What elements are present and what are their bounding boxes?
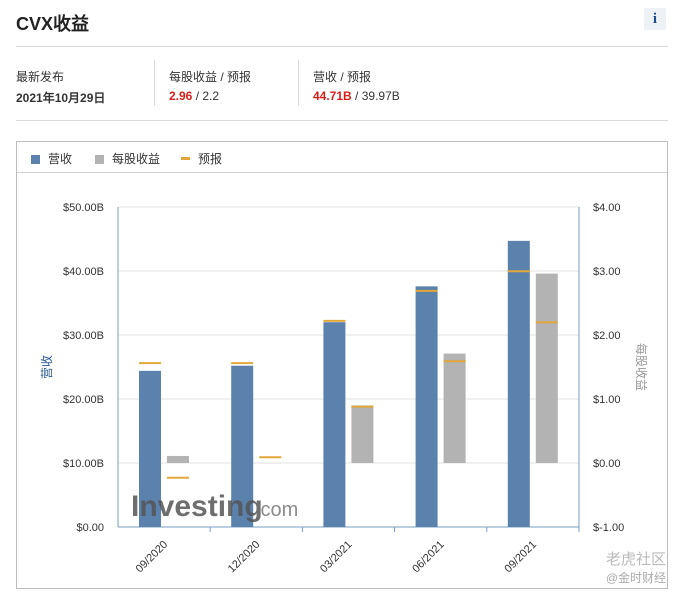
legend-label-forecast: 预报: [198, 152, 223, 166]
y-left-tick-label: $0.00: [76, 522, 104, 534]
latest-release-date: 2021年10月29日: [16, 91, 106, 105]
chart-container: 营收 每股收益 预报 $0.00 $-1.00 $10.00B $0.00 $20.00…: [16, 141, 668, 589]
revenue-label: 营收 / 预报: [313, 70, 372, 84]
y-right-tick-label: $2.00: [593, 330, 621, 342]
eps-label: 每股收益 / 预报: [169, 70, 252, 84]
legend-label-revenue: 营收: [48, 152, 73, 166]
y-left-tick-label: $30.00B: [63, 330, 104, 342]
y-right-tick-label: $0.00: [593, 458, 621, 470]
page-title: CVX收益: [16, 14, 90, 34]
latest-release-stat: 最新发布 2021年10月29日: [16, 60, 156, 106]
legend-swatch-revenue: [31, 155, 40, 164]
eps-actual: 2.96: [169, 89, 193, 103]
watermark: 老虎社区 @金时财经: [606, 548, 666, 586]
stats-bar: 最新发布 2021年10月29日 每股收益 / 预报 2.96 / 2.2 营收…: [16, 60, 668, 121]
revenue-bar: [323, 322, 346, 527]
x-tick-label: 03/2021: [318, 539, 355, 576]
revenue-bar: [507, 240, 530, 527]
revenue-actual: 44.71B: [313, 89, 352, 103]
revenue-separator: /: [351, 89, 362, 103]
x-tick-label: 06/2021: [410, 539, 447, 576]
eps-value: 2.96 / 2.2: [169, 89, 297, 103]
eps-bar: [351, 405, 374, 463]
watermark-line2: @金时财经: [605, 571, 666, 585]
x-tick-label: 09/2021: [502, 539, 539, 576]
chart-legend: 营收 每股收益 预报: [17, 142, 667, 173]
y-left-tick-label: $10.00B: [63, 458, 104, 470]
revenue-forecast: 39.97B: [361, 89, 400, 103]
legend-swatch-forecast: [181, 157, 190, 160]
earnings-chart: $0.00 $-1.00 $10.00B $0.00 $20.00B $1.00 $30.0…: [40, 202, 649, 576]
eps-bar: [535, 273, 558, 463]
legend-item-eps[interactable]: 每股收益: [95, 150, 160, 167]
eps-separator: /: [192, 89, 203, 103]
x-tick-label: 09/2020: [134, 539, 171, 576]
y-right-tick-label: $3.00: [593, 266, 621, 278]
y-right-tick-label: $4.00: [593, 202, 621, 214]
y-left-tick-label: $20.00B: [63, 394, 104, 406]
y-right-tick-label: $1.00: [593, 394, 621, 406]
eps-forecast: 2.2: [202, 89, 220, 103]
investing-logo-suffix: .com: [255, 499, 298, 521]
y-left-tick-label: $50.00B: [63, 202, 104, 214]
watermark-line1: 老虎社区: [605, 551, 666, 568]
revenue-bar: [231, 365, 254, 527]
header: CVX收益 i: [16, 0, 668, 47]
revenue-value: 44.71B / 39.97B: [313, 89, 453, 103]
eps-bar: [443, 353, 466, 463]
legend-item-forecast[interactable]: 预报: [181, 150, 222, 167]
x-tick-label: 12/2020: [226, 539, 263, 576]
legend-swatch-eps: [95, 155, 104, 164]
legend-label-eps: 每股收益: [112, 152, 161, 166]
investing-logo: Investing: [131, 490, 263, 523]
revenue-stat: 营收 / 预报 44.71B / 39.97B: [298, 60, 453, 106]
eps-stat: 每股收益 / 预报 2.96 / 2.2: [154, 60, 297, 106]
revenue-bar: [139, 370, 161, 527]
info-icon[interactable]: i: [644, 8, 666, 30]
y-right-tick-label: $-1.00: [593, 522, 624, 534]
eps-bar: [167, 455, 189, 463]
y-left-tick-label: $40.00B: [63, 266, 104, 278]
legend-item-revenue[interactable]: 营收: [31, 150, 72, 167]
revenue-bar: [415, 286, 438, 527]
latest-release-label: 最新发布: [16, 70, 65, 84]
y-right-axis-title: 每股收益: [634, 343, 649, 391]
y-left-axis-title: 营收: [40, 355, 54, 379]
